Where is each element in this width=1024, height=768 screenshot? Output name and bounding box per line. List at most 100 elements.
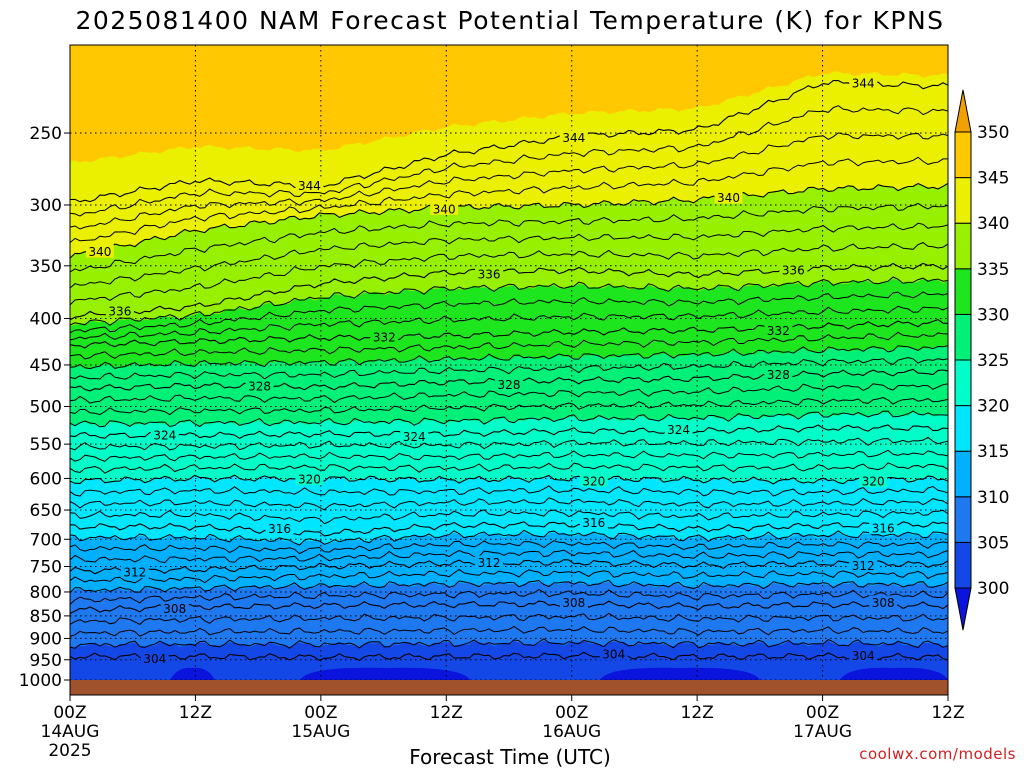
contour-label-328: 328 [764,367,793,382]
contour-line-316 [70,521,948,537]
contour-label-324: 324 [400,429,429,444]
y-tick-label: 1000 [19,671,62,691]
contour-line-308 [70,600,948,614]
contour-line-304 [70,651,948,662]
colorbar-label: 345 [977,169,1009,189]
svg-text:308: 308 [872,596,895,610]
colorbar-swatch [954,177,972,224]
contour-line-minor [70,638,948,649]
plot-area: 304 304 304 308 308 308 312 312 312 316 316 316 320 3… [70,45,948,680]
svg-text:316: 316 [872,521,895,535]
y-tick-label: 450 [30,356,62,376]
svg-text:324: 324 [403,430,426,444]
contour-label-328: 328 [495,377,523,392]
svg-text:328: 328 [248,380,271,394]
contour-line-minor [70,579,948,593]
contour-line-340 [70,182,948,259]
x-tick-label: 00Z [304,703,337,723]
colorbar-label: 305 [977,533,1009,553]
contour-line-minor [70,529,948,546]
contour-line-minor [70,589,948,605]
svg-text:320: 320 [862,475,885,489]
svg-text:328: 328 [767,368,790,382]
colorbar-swatch [954,313,972,361]
y-tick-label: 500 [30,398,62,418]
svg-text:336: 336 [782,263,805,277]
cold-pocket [300,667,470,680]
y-tick-label: 300 [30,196,62,216]
contour-line-minor [70,497,948,511]
contour-line-minor [70,202,948,273]
contour-label-316: 316 [869,520,898,535]
y-tick-label: 550 [30,435,62,455]
contour-line-minor [70,345,948,370]
contour-line-minor [70,222,948,289]
x-tick-label: 00Z [555,703,588,723]
x-tick-label: 12Z [681,703,714,723]
contour-label-340: 340 [430,201,459,216]
contour-label-308: 308 [160,601,189,616]
cold-pocket [600,667,760,680]
colorbar-label: 315 [977,442,1009,462]
contour-line-324 [70,424,948,440]
x-tick-year: 2025 [48,741,91,761]
svg-text:336: 336 [478,268,501,282]
plot-frame [69,44,949,696]
contour-line-344 [70,80,948,203]
y-tick-label: 400 [30,309,62,329]
colorbar-label: 335 [977,260,1009,280]
contour-label-304: 304 [849,648,878,663]
contour-line-minor [70,132,948,230]
contour-line-minor [70,540,948,555]
contour-line-minor [70,305,948,341]
contour-line-minor [70,568,948,584]
colorbar-swatch [954,131,972,179]
svg-text:332: 332 [767,324,790,338]
y-tick-label: 900 [30,629,62,649]
svg-text:340: 340 [88,245,111,259]
svg-text:316: 316 [582,516,605,530]
colorbar-extend-bottom [954,587,972,631]
svg-text:308: 308 [562,596,585,610]
contour-line-minor [70,383,948,404]
svg-text:312: 312 [478,556,501,570]
watermark-text: coolwx.com/models [859,745,1016,763]
colorbar-label: 350 [977,123,1009,143]
contour-line-minor [70,356,948,380]
svg-text:344: 344 [298,179,321,193]
y-tick-label: 250 [30,124,62,144]
contour-line-minor [70,485,948,497]
contour-label-308: 308 [559,595,588,610]
svg-text:304: 304 [602,647,625,661]
contour-line-minor [70,156,948,243]
contour-line-minor [70,436,948,451]
contour-label-304: 304 [599,646,628,661]
svg-text:320: 320 [582,474,605,488]
contour-line-minor [70,625,948,637]
contour-line-minor [70,410,948,428]
x-axis-label: Forecast Time (UTC) [409,745,611,768]
colorbar-swatch [954,359,972,407]
colorbar-swatch [954,222,972,270]
contour-label-336: 336 [105,303,134,318]
colorbar-label: 325 [977,351,1009,371]
svg-text:304: 304 [852,649,875,663]
ground-strip [70,680,948,695]
contour-line-minor [70,331,948,360]
x-tick-date: 14AUG [41,722,100,742]
colorbar: 300 305 310 315 320 325 330 335 340 345 350 [954,89,1009,631]
colorbar-swatch [954,496,972,543]
y-tick-label: 850 [30,607,62,627]
svg-text:304: 304 [143,652,166,666]
y-tick-label: 350 [30,257,62,277]
svg-text:336: 336 [108,304,131,318]
contour-label-312: 312 [849,558,878,573]
svg-text:344: 344 [852,76,875,90]
x-tick-label: 00Z [53,703,86,723]
contour-label-316: 316 [579,515,608,530]
colorbar-label: 340 [977,214,1009,234]
y-tick-label: 800 [30,583,62,603]
contour-label-328: 328 [245,379,274,394]
